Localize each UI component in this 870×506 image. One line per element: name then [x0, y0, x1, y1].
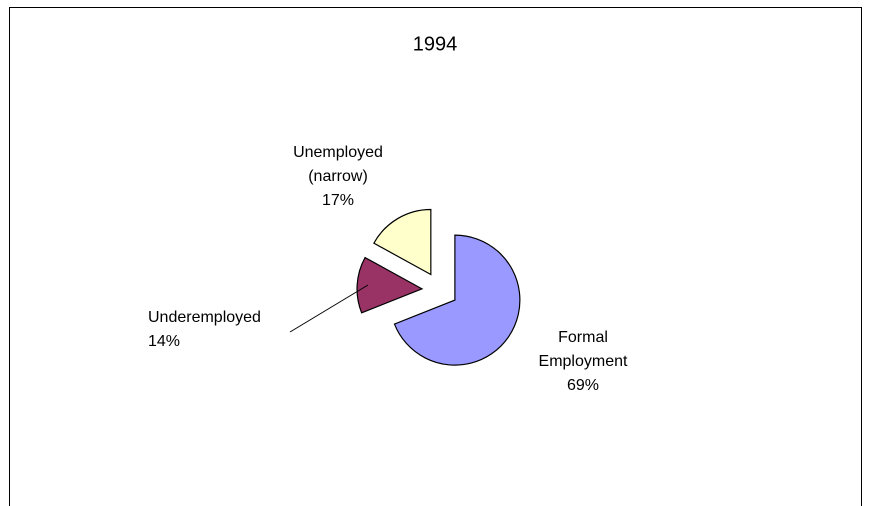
chart-title: 1994 — [413, 33, 458, 55]
value-label: 69% — [566, 377, 600, 394]
pie-slice — [373, 208, 432, 276]
pie-slice — [393, 234, 521, 366]
slice-label: Underemployed 14% — [148, 306, 298, 354]
chart-frame — [9, 7, 862, 506]
category-label: Unemployed (narrow) — [293, 144, 383, 185]
slice-label: Unemployed (narrow) 17% — [283, 141, 393, 213]
slice-label: Formal Employment 69% — [533, 326, 633, 398]
pie-slice — [356, 256, 424, 314]
value-label: 14% — [148, 333, 181, 350]
category-label: Underemployed — [148, 309, 261, 326]
leader-line — [289, 284, 369, 333]
value-label: 17% — [321, 192, 355, 209]
category-label: Formal Employment — [538, 329, 628, 370]
